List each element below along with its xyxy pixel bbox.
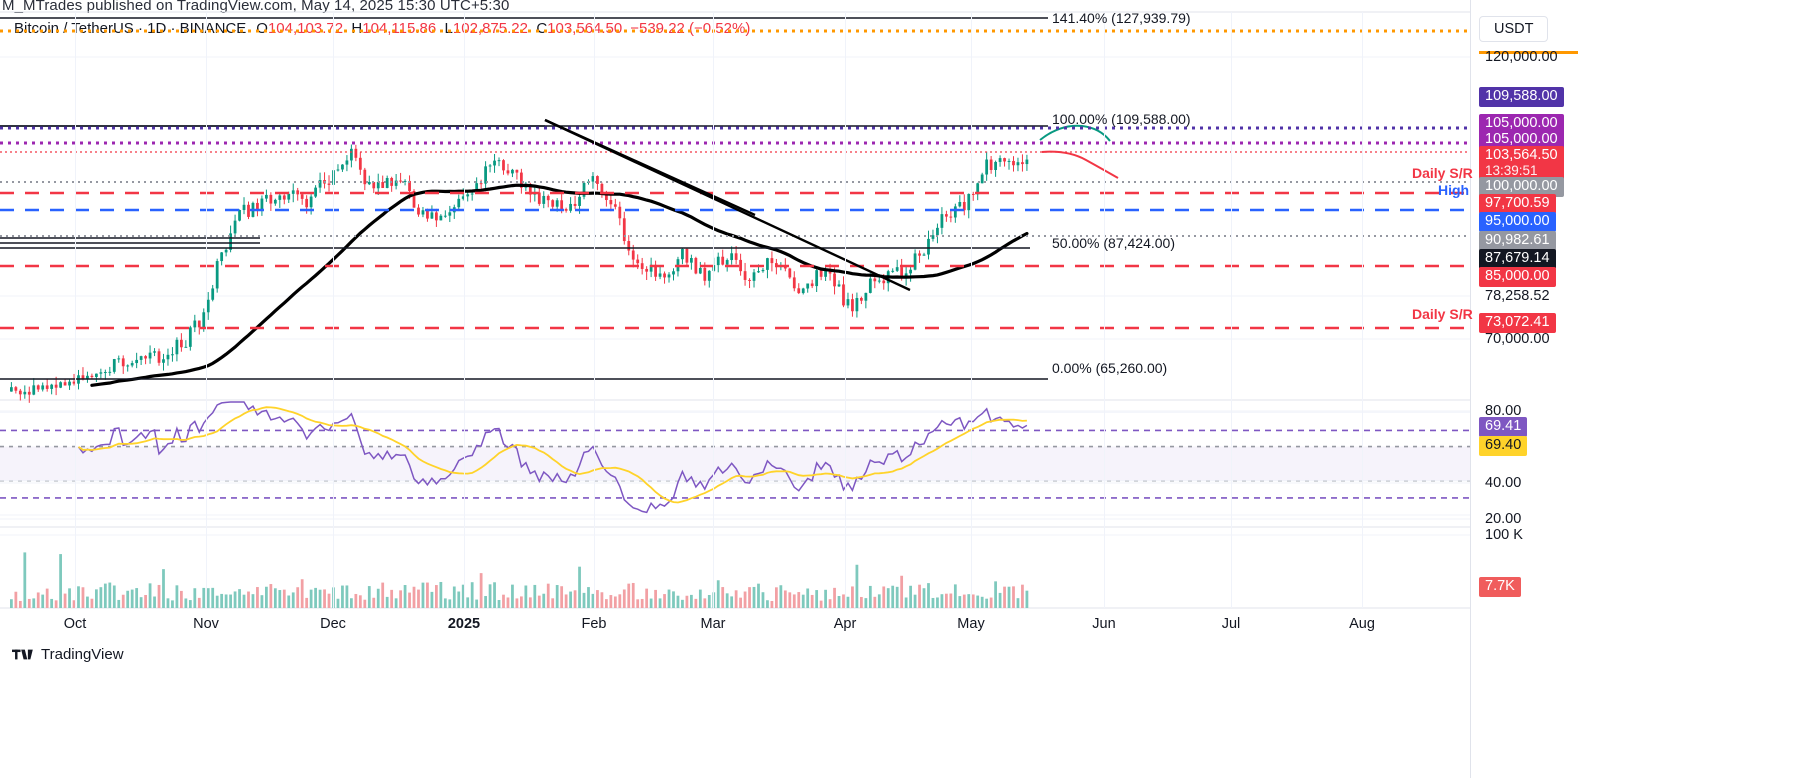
time-tick: Oct (63, 616, 87, 632)
close-key: C (536, 20, 548, 37)
vertical-gridline (971, 12, 972, 608)
price-tick: 80.00 (1485, 403, 1522, 419)
vertical-gridline (333, 12, 334, 608)
change-value: −539.22 (−0.52%) (630, 20, 751, 37)
low-value: 102,875.22 (452, 20, 528, 37)
currency-badge[interactable]: USDT (1479, 16, 1549, 42)
low-key: L (444, 20, 453, 37)
price-pill[interactable]: 105,000.00 (1479, 130, 1564, 150)
vertical-gridline (1362, 12, 1363, 608)
price-tick: 100 K (1485, 527, 1523, 543)
tradingview-logo-icon (12, 649, 33, 660)
study-line-tag: High (1438, 182, 1470, 198)
price-pill[interactable]: 105,000.00 (1479, 114, 1564, 134)
vertical-gridline (1231, 12, 1232, 608)
time-tick: Mar (700, 616, 726, 632)
study-line-tag: Daily S/R (1412, 165, 1473, 181)
time-scale[interactable]: Oct Nov Dec 2025 Feb Mar Apr May Jun Jul Aug (0, 608, 1470, 642)
price-pill[interactable]: 103,564.50 13:39:51 (1479, 146, 1564, 180)
brand-label: TradingView (41, 646, 124, 663)
vertical-gridline (1104, 12, 1105, 608)
chart-legend[interactable]: Bitcoin / TetherUS · 1D · BINANCE O104,1… (14, 20, 750, 37)
symbol-label[interactable]: Bitcoin / TetherUS · 1D · BINANCE (14, 20, 247, 37)
time-tick: Feb (581, 616, 607, 632)
price-pill[interactable]: 69.41 (1479, 417, 1528, 437)
price-pill-countdown: 13:39:51 (1485, 163, 1538, 178)
vertical-gridline (75, 12, 76, 608)
open-value: 104,103.72 (267, 20, 344, 37)
fib-level-label: 0.00% (65,260.00) (1052, 360, 1168, 376)
time-tick: Dec (320, 616, 346, 632)
price-pill[interactable]: 73,072.41 (1479, 313, 1556, 333)
vertical-gridline (594, 12, 595, 608)
currency-underline (1479, 51, 1578, 54)
price-pill[interactable]: 100,000.00 (1479, 177, 1564, 197)
price-tick: 20.00 (1485, 511, 1522, 527)
close-value: 103,564.50 (547, 20, 623, 37)
price-tick: 78,258.52 (1485, 288, 1550, 304)
high-key: H (351, 20, 363, 37)
fib-level-label: 141.40% (127,939.79) (1052, 10, 1191, 26)
footer-brand[interactable]: TradingView (12, 646, 124, 663)
time-tick: Nov (193, 616, 219, 632)
high-value: 104,115.86 (362, 20, 437, 37)
price-tick: 120,000.00 (1485, 49, 1558, 65)
study-line-tag: Daily S/R (1412, 306, 1473, 322)
time-tick: May (957, 616, 985, 632)
price-pill[interactable]: 87,679.14 (1479, 249, 1556, 269)
price-scale[interactable]: USDT 120,000.00 78,258.52 70,000.00 80.00 40… (1470, 0, 1814, 778)
time-tick: Jun (1092, 616, 1116, 632)
vertical-gridline (845, 12, 846, 608)
time-tick: Aug (1349, 616, 1375, 632)
price-pill[interactable]: 109,588.00 (1479, 87, 1564, 107)
price-pill[interactable]: 7.7K (1479, 577, 1521, 597)
vertical-gridline (206, 12, 207, 608)
open-key: O (256, 20, 268, 37)
price-pill[interactable]: 69.40 (1479, 436, 1528, 456)
price-pill[interactable]: 97,700.59 (1479, 194, 1556, 214)
attribution-text: M_MTrades published on TradingView.com, … (2, 0, 510, 14)
ohlc-values: O104,103.72 H104,115.86 L102,875.22 C103… (256, 20, 622, 37)
price-pill[interactable]: 95,000.00 (1479, 212, 1556, 232)
price-pill[interactable]: 90,982.61 (1479, 231, 1556, 251)
time-tick: Jul (1221, 616, 1241, 632)
vertical-gridline (464, 12, 465, 608)
price-tick: 70,000.00 (1485, 331, 1550, 347)
vertical-gridline (713, 12, 714, 608)
time-tick: Apr (833, 616, 857, 632)
price-pill[interactable]: 85,000.00 (1479, 267, 1556, 287)
fib-level-label: 100.00% (109,588.00) (1052, 111, 1191, 127)
fib-level-label: 50.00% (87,424.00) (1052, 235, 1175, 251)
price-tick: 40.00 (1485, 475, 1522, 491)
time-tick: 2025 (447, 616, 481, 632)
